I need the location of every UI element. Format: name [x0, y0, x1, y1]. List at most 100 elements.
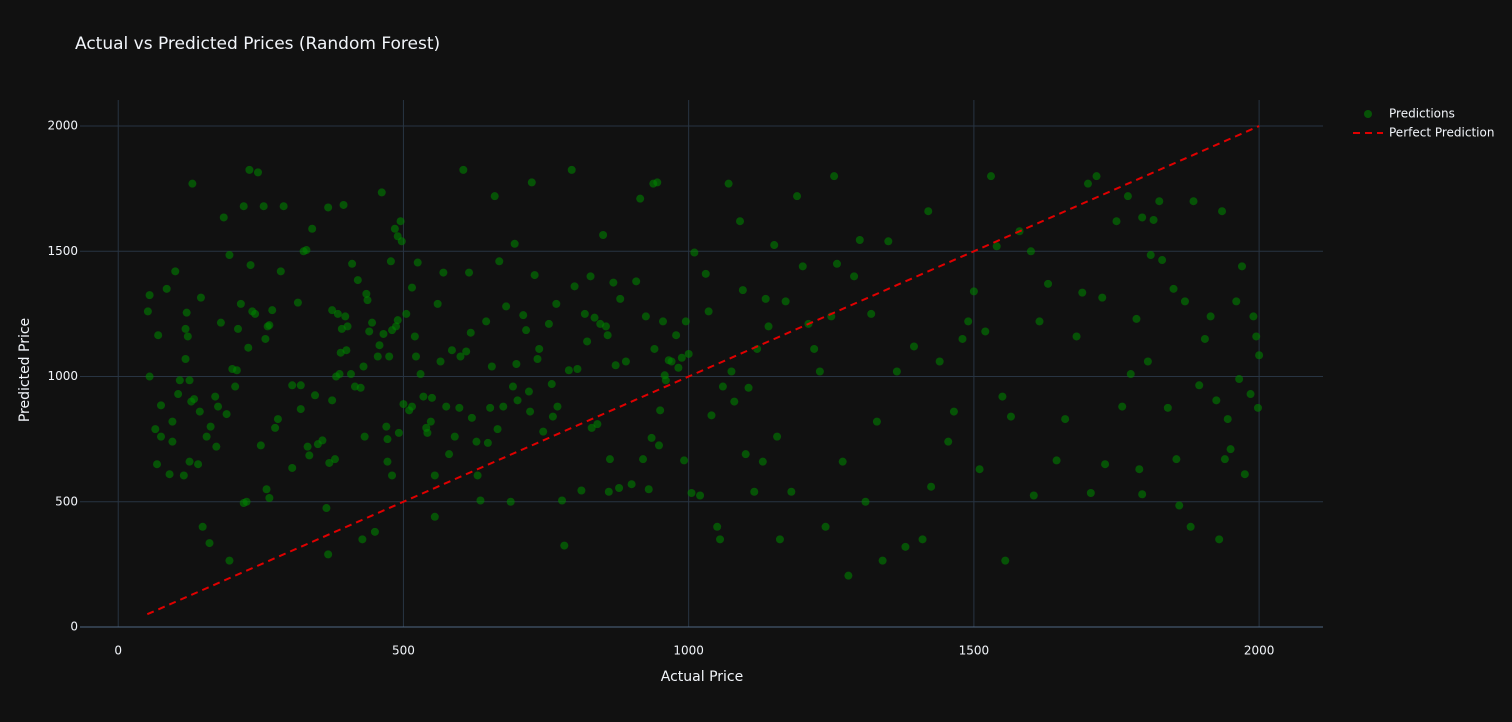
- scatter-point: [308, 224, 317, 233]
- scatter-point: [1035, 317, 1044, 326]
- scatter-point: [1086, 488, 1095, 497]
- scatter-point: [644, 485, 653, 494]
- scatter-point: [850, 272, 859, 281]
- scatter-point: [655, 441, 664, 450]
- scatter-point: [490, 192, 499, 201]
- scatter-point: [462, 347, 471, 356]
- scatter-point: [583, 337, 592, 346]
- scatter-point: [382, 422, 391, 431]
- scatter-point: [397, 237, 406, 246]
- scatter-point: [506, 497, 515, 506]
- scatter-point: [526, 407, 535, 416]
- scatter-point: [358, 535, 367, 544]
- chart-title: Actual vs Predicted Prices (Random Fores…: [75, 34, 440, 54]
- scatter-point: [442, 402, 451, 411]
- scatter-point: [328, 306, 337, 315]
- scatter-point: [656, 406, 665, 415]
- scatter-point: [342, 346, 351, 355]
- scatter-point: [927, 482, 936, 491]
- scatter-point: [909, 342, 918, 351]
- scatter-point: [396, 217, 405, 226]
- scatter-point: [616, 294, 625, 303]
- scatter-point: [343, 322, 352, 331]
- scatter-point: [1212, 396, 1221, 405]
- scatter-point: [1092, 172, 1101, 181]
- scatter-point: [416, 370, 425, 379]
- scatter-point: [333, 309, 342, 318]
- scatter-point: [639, 455, 648, 464]
- scatter-point: [455, 403, 464, 412]
- scatter-point: [265, 494, 274, 503]
- scatter-point: [884, 237, 893, 246]
- scatter-point: [1172, 455, 1181, 464]
- scatter-point: [456, 352, 465, 361]
- scatter-point: [1253, 403, 1262, 412]
- scatter-point: [302, 246, 311, 255]
- scatter-point: [1078, 288, 1087, 297]
- scatter-point: [430, 471, 439, 480]
- scatter-point: [861, 497, 870, 506]
- scatter-point: [439, 268, 448, 277]
- scatter-point: [838, 457, 847, 466]
- scatter-point: [168, 417, 177, 426]
- scatter-point: [383, 435, 392, 444]
- legend-label: Perfect Prediction: [1389, 126, 1494, 140]
- scatter-point: [1083, 179, 1092, 188]
- scatter-point: [423, 428, 432, 437]
- scatter-point: [353, 276, 362, 285]
- scatter-point: [360, 432, 369, 441]
- scatter-point: [935, 357, 944, 366]
- scatter-point: [513, 396, 522, 405]
- scatter-point: [153, 460, 162, 469]
- scatter-point: [878, 556, 887, 565]
- scatter-point: [407, 283, 416, 292]
- scatter-point: [185, 457, 194, 466]
- scatter-point: [770, 241, 779, 250]
- scatter-point: [231, 382, 240, 391]
- scatter-point: [206, 422, 215, 431]
- y-tick-label: 0: [70, 620, 78, 634]
- scatter-point: [892, 367, 901, 376]
- scatter-point: [1044, 279, 1053, 288]
- scatter-point: [212, 442, 221, 451]
- scatter-point: [288, 381, 297, 390]
- scatter-point: [661, 376, 670, 385]
- scatter-point: [964, 317, 973, 326]
- scatter-point: [587, 423, 596, 432]
- scatter-point: [510, 239, 519, 248]
- scatter-point: [558, 496, 567, 505]
- scatter-point: [486, 403, 495, 412]
- scatter-point: [684, 349, 693, 358]
- scatter-point: [1138, 490, 1147, 499]
- scatter-point: [482, 317, 491, 326]
- scatter-point: [330, 455, 339, 464]
- scatter-point: [194, 460, 203, 469]
- scatter-point: [969, 287, 978, 296]
- x-tick-label: 1000: [673, 644, 704, 658]
- scatter-point: [707, 411, 716, 420]
- scatter-point: [992, 242, 1001, 251]
- scatter-point: [741, 450, 750, 459]
- scatter-point: [1226, 445, 1235, 454]
- scatter-point: [567, 165, 576, 174]
- scatter-point: [145, 291, 154, 300]
- scatter-point: [918, 535, 927, 544]
- scatter-point: [744, 383, 753, 392]
- scatter-point: [1118, 402, 1127, 411]
- scatter-point: [383, 457, 392, 466]
- scatter-point: [738, 286, 747, 295]
- scatter-point: [225, 556, 234, 565]
- scatter-point: [727, 367, 736, 376]
- x-tick-label: 2000: [1244, 644, 1275, 658]
- scatter-point: [1220, 455, 1229, 464]
- y-tick-label: 2000: [47, 119, 78, 133]
- scatter-point: [394, 428, 403, 437]
- scatter-point: [535, 344, 544, 353]
- scatter-point: [311, 391, 320, 400]
- scatter-point: [1149, 215, 1158, 224]
- scatter-point: [736, 217, 745, 226]
- scatter-point: [325, 458, 334, 467]
- scatter-point: [222, 410, 231, 419]
- scatter-point: [674, 363, 683, 372]
